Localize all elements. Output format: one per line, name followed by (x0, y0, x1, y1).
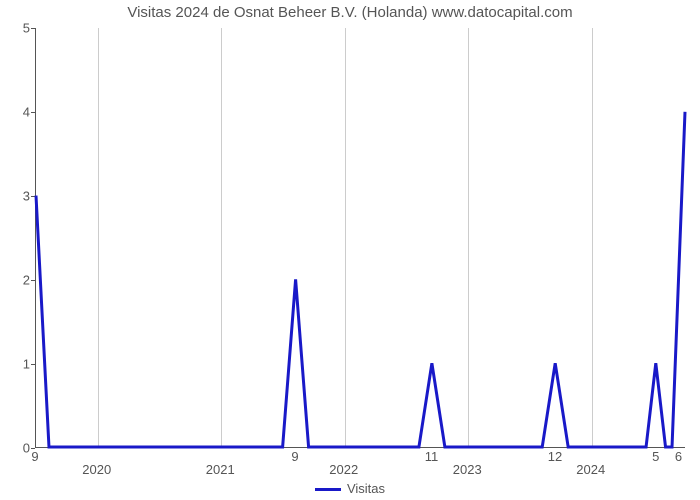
y-tick-label: 0 (5, 441, 30, 456)
y-tick-label: 4 (5, 105, 30, 120)
x-year-label: 2021 (206, 462, 235, 477)
x-peak-label: 9 (291, 449, 298, 464)
x-year-label: 2023 (453, 462, 482, 477)
x-peak-label: 5 (652, 449, 659, 464)
y-tick-label: 1 (5, 357, 30, 372)
line-layer (36, 28, 685, 447)
legend-swatch (315, 488, 341, 491)
y-tick-label: 3 (5, 189, 30, 204)
plot-area (35, 28, 685, 448)
series-line (36, 112, 685, 447)
x-peak-label: 11 (425, 449, 439, 464)
x-year-label: 2020 (82, 462, 111, 477)
chart-container: Visitas 2024 de Osnat Beheer B.V. (Holan… (0, 0, 700, 500)
y-tick-label: 2 (5, 273, 30, 288)
legend-label: Visitas (347, 481, 385, 496)
x-year-label: 2022 (329, 462, 358, 477)
x-year-label: 2024 (576, 462, 605, 477)
y-tick-label: 5 (5, 21, 30, 36)
chart-title: Visitas 2024 de Osnat Beheer B.V. (Holan… (0, 4, 700, 21)
x-peak-label: 6 (675, 449, 682, 464)
x-peak-label: 12 (548, 449, 562, 464)
legend: Visitas (0, 481, 700, 496)
x-peak-label: 9 (31, 449, 38, 464)
